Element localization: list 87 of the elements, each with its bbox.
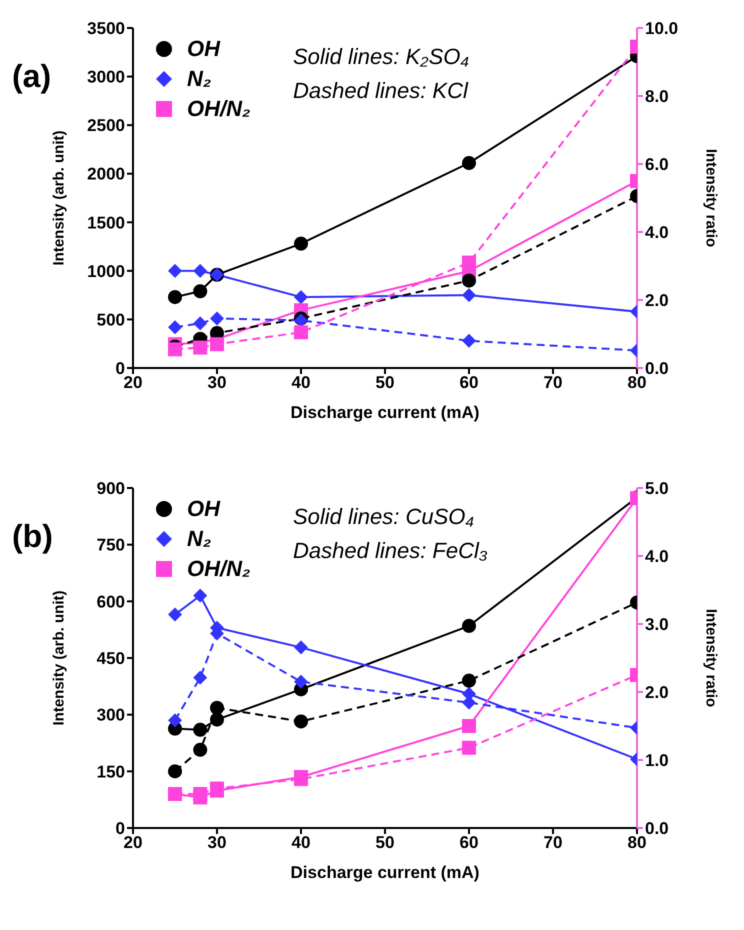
y2-tick-label: 10.0 — [645, 19, 678, 38]
x-tick-label: 30 — [208, 833, 226, 852]
y-tick-label: 3500 — [87, 19, 125, 38]
x-tick-label: 80 — [628, 833, 646, 852]
point — [210, 700, 224, 715]
y-tick-label: 1000 — [87, 262, 125, 281]
x-tick-label: 30 — [208, 373, 226, 392]
y2-tick-label: 6.0 — [645, 155, 669, 174]
point — [168, 713, 182, 728]
y-tick-label: 0 — [116, 819, 125, 838]
point — [168, 320, 182, 334]
y2-tick-label: 4.0 — [645, 223, 669, 242]
legend-label: OH/N₂ — [187, 556, 250, 582]
x-axis-title: Discharge current (mA) — [290, 863, 480, 882]
x-axis-title: Discharge current (mA) — [290, 403, 480, 422]
y2-tick-label: 8.0 — [645, 87, 669, 106]
x-tick-label: 20 — [124, 833, 142, 852]
y-tick-label: 600 — [96, 592, 125, 612]
point — [168, 264, 182, 278]
point — [210, 712, 224, 727]
y-tick-label: 150 — [96, 762, 125, 782]
legend-label: OH — [187, 496, 220, 522]
y2-axis-title: Intensity ratio — [702, 608, 720, 708]
y-tick-label: 2500 — [87, 116, 125, 136]
point — [193, 316, 208, 330]
y-tick-label: 900 — [96, 479, 125, 498]
y-tick-label: 2000 — [87, 164, 125, 184]
point — [210, 337, 224, 352]
y-tick-label: 500 — [96, 310, 125, 330]
annotation: Dashed lines: FeCl₃ — [293, 537, 488, 565]
y2-tick-label: 3.0 — [645, 615, 669, 634]
y2-tick-label: 1.0 — [645, 751, 669, 770]
point — [193, 588, 208, 603]
y2-tick-label: 0.0 — [645, 819, 669, 838]
x-tick-label: 40 — [292, 373, 310, 392]
x-tick-label: 80 — [628, 373, 646, 392]
y-axis-title: Intensity (arb. unit) — [50, 590, 68, 726]
x-tick-label: 20 — [124, 373, 142, 392]
point — [294, 640, 308, 654]
legend-label: N₂ — [187, 66, 212, 92]
x-tick-label: 70 — [544, 373, 562, 392]
y2-axis-title: Intensity ratio — [702, 148, 720, 248]
y-axis-title: Intensity (arb. unit) — [50, 130, 68, 266]
x-tick-label: 70 — [544, 833, 562, 852]
x-tick-label: 50 — [376, 833, 394, 852]
annotation: Solid lines: K₂SO₄ — [293, 43, 470, 71]
annotation: Solid lines: CuSO₄ — [293, 503, 476, 531]
legend-label: OH/N₂ — [187, 96, 250, 122]
y-tick-label: 1500 — [87, 213, 125, 232]
point — [193, 787, 208, 801]
y-tick-label: 0 — [116, 359, 125, 378]
y2-tick-label: 5.0 — [645, 479, 669, 498]
x-tick-label: 60 — [460, 833, 478, 852]
point — [294, 714, 308, 728]
text: (a) — [12, 58, 52, 95]
point — [462, 674, 476, 688]
point — [294, 236, 308, 251]
point — [193, 264, 208, 278]
text: (b) — [12, 518, 53, 555]
legend-label: N₂ — [187, 526, 212, 552]
y2-tick-label: 2.0 — [645, 291, 669, 310]
point — [294, 674, 308, 689]
point — [193, 742, 208, 757]
annotation: Dashed lines: KCl — [293, 77, 470, 105]
y-tick-label: 3000 — [87, 68, 125, 87]
point — [193, 284, 208, 298]
point — [193, 722, 208, 737]
point — [168, 764, 182, 778]
point — [210, 311, 224, 326]
x-tick-label: 40 — [292, 833, 310, 852]
point — [294, 290, 308, 304]
y-tick-label: 750 — [96, 536, 125, 555]
x-tick-label: 60 — [460, 373, 478, 392]
x-tick-label: 50 — [376, 373, 394, 392]
y-tick-label: 450 — [96, 649, 125, 668]
y2-tick-label: 4.0 — [645, 547, 669, 566]
point — [193, 340, 208, 355]
point — [168, 608, 182, 622]
point — [294, 325, 308, 340]
legend-label: OH — [187, 36, 220, 62]
point — [168, 342, 182, 356]
y2-tick-label: 0.0 — [645, 359, 669, 378]
y2-tick-label: 2.0 — [645, 683, 669, 702]
point — [168, 290, 182, 304]
y-tick-label: 300 — [96, 706, 125, 725]
point — [193, 670, 208, 685]
point — [462, 618, 476, 633]
